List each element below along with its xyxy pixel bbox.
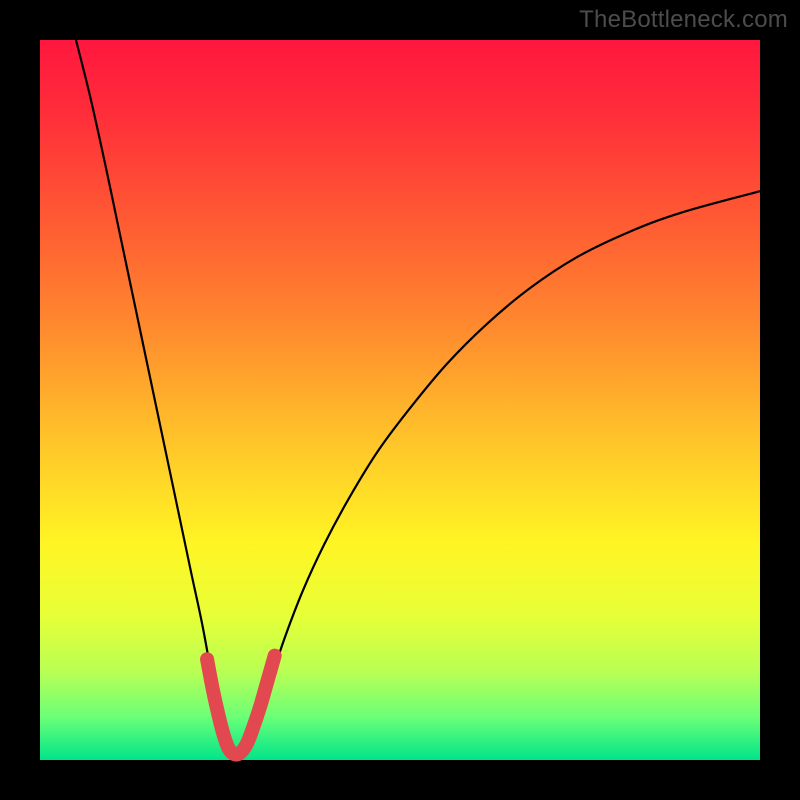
bottleneck-highlight [207,656,275,755]
watermark-text: TheBottleneck.com [579,6,788,34]
plot-area [40,40,760,760]
bottleneck-curve [76,40,760,755]
figure-outer: TheBottleneck.com [0,0,800,800]
curve-layer [40,40,760,760]
